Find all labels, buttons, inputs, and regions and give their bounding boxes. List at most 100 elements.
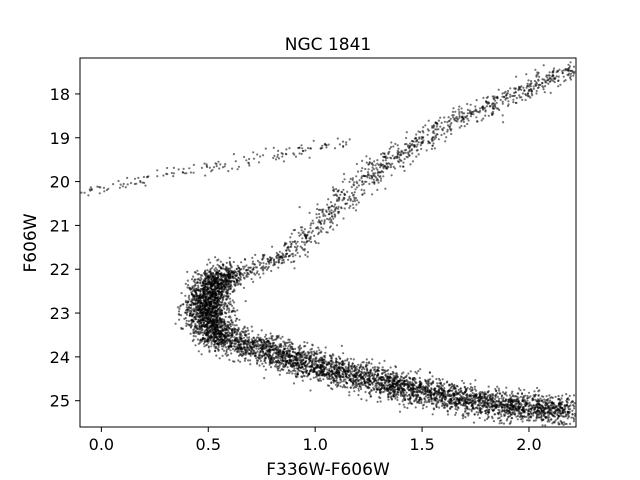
data-point (203, 285, 206, 288)
data-point (371, 383, 374, 386)
data-point (357, 201, 360, 204)
data-point (228, 256, 231, 259)
data-point (299, 245, 302, 248)
data-point (375, 390, 378, 394)
data-point (190, 319, 194, 322)
data-point (432, 130, 435, 133)
data-point (386, 156, 389, 159)
data-point (218, 293, 221, 296)
data-point (458, 110, 461, 114)
data-point (432, 142, 435, 145)
data-point (502, 422, 506, 425)
data-point (554, 395, 557, 398)
data-point (463, 112, 466, 115)
data-point (300, 144, 303, 147)
data-point (213, 288, 216, 291)
data-point (289, 236, 292, 239)
data-point (331, 215, 334, 218)
data-point (503, 91, 506, 94)
data-point (203, 300, 206, 303)
data-point (210, 327, 214, 330)
data-point (434, 128, 437, 131)
data-point (447, 116, 450, 119)
data-point (458, 116, 461, 119)
data-point (346, 190, 349, 193)
data-point (248, 348, 251, 352)
data-point (224, 331, 227, 334)
data-point (570, 69, 573, 72)
data-point (250, 277, 253, 281)
data-point (443, 120, 446, 123)
data-point (217, 275, 220, 278)
data-point (190, 314, 193, 317)
data-point (390, 174, 393, 177)
data-point (192, 275, 195, 278)
data-point (192, 163, 195, 166)
data-point (435, 133, 438, 136)
data-point (190, 291, 193, 294)
data-point (291, 369, 294, 372)
data-point (417, 384, 420, 387)
data-point (200, 301, 203, 304)
data-point (399, 154, 402, 157)
data-point (325, 146, 328, 149)
data-point (222, 283, 225, 286)
data-point (387, 152, 390, 156)
data-point (534, 84, 538, 87)
data-point (199, 319, 202, 322)
data-point (322, 378, 325, 381)
data-point (443, 382, 446, 385)
data-point (343, 193, 347, 196)
data-point (379, 171, 382, 174)
data-point (202, 291, 205, 294)
data-point (514, 101, 517, 104)
data-point (214, 312, 217, 315)
data-point (388, 162, 391, 165)
data-point (406, 406, 409, 410)
data-point (408, 150, 411, 153)
data-point (397, 147, 400, 150)
data-point (278, 373, 281, 376)
data-point (494, 106, 497, 109)
data-point (325, 210, 328, 213)
data-point (484, 110, 487, 113)
data-point (435, 125, 438, 128)
data-point (537, 84, 540, 87)
data-point (265, 265, 268, 268)
data-point (411, 160, 415, 163)
data-point (392, 145, 395, 148)
data-point (220, 296, 223, 299)
data-point (364, 375, 367, 378)
data-point (518, 94, 521, 97)
data-point (376, 188, 379, 191)
data-point (452, 107, 455, 110)
data-point (343, 207, 346, 210)
data-point (482, 96, 485, 99)
data-point (218, 313, 221, 316)
data-point (207, 290, 210, 294)
data-point (454, 110, 457, 113)
data-point (334, 214, 337, 217)
data-point (259, 262, 262, 265)
data-point (297, 231, 300, 234)
data-point (239, 268, 242, 271)
data-point (144, 184, 147, 187)
data-point (323, 219, 326, 222)
data-point (521, 98, 524, 101)
data-point (451, 389, 454, 392)
data-point (186, 286, 189, 289)
data-point (384, 159, 387, 162)
data-point (485, 105, 488, 108)
data-point (219, 294, 223, 297)
data-point (418, 136, 421, 139)
data-point (455, 411, 458, 414)
data-point (545, 75, 548, 78)
data-point (433, 136, 436, 139)
data-point (322, 227, 325, 230)
data-point (207, 331, 210, 334)
data-point (218, 167, 221, 170)
data-point (324, 360, 327, 363)
data-point (200, 287, 203, 290)
data-point (478, 416, 481, 420)
data-point (530, 92, 534, 95)
